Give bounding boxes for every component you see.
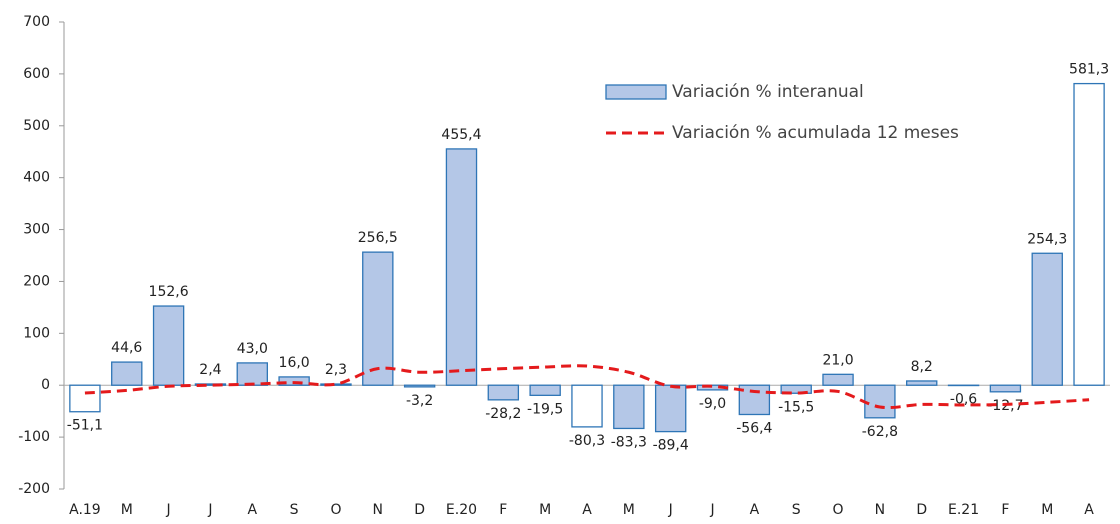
- data-label: -89,4: [653, 438, 689, 454]
- x-tick-label: M: [539, 502, 551, 518]
- bar: [154, 306, 184, 385]
- bar: [823, 374, 853, 385]
- y-tick-label: 600: [23, 66, 50, 82]
- y-tick-label: 400: [23, 170, 50, 186]
- y-tick-label: 500: [23, 118, 50, 134]
- data-label: 256,5: [358, 230, 398, 246]
- legend-label: Variación % acumulada 12 meses: [672, 123, 959, 143]
- x-tick-label: A: [247, 502, 257, 518]
- bar: [1074, 84, 1104, 386]
- x-tick-label: A: [750, 502, 760, 518]
- data-label: -15,5: [778, 399, 814, 415]
- x-tick-label: D: [414, 502, 425, 518]
- x-tick-label: O: [330, 502, 341, 518]
- bar: [865, 385, 895, 418]
- legend-swatch: [606, 85, 666, 99]
- y-tick-label: -200: [18, 481, 50, 497]
- x-tick-label: D: [916, 502, 927, 518]
- x-tick-label: M: [623, 502, 635, 518]
- y-tick-label: 100: [23, 325, 50, 341]
- x-tick-label: S: [290, 502, 299, 518]
- x-tick-label: E.20: [446, 502, 477, 518]
- bar: [363, 252, 393, 385]
- y-tick-label: 200: [23, 273, 50, 289]
- x-tick-label: S: [792, 502, 801, 518]
- x-tick-label: J: [668, 502, 673, 518]
- x-tick-label: J: [207, 502, 212, 518]
- x-tick-label: A: [582, 502, 592, 518]
- bar: [446, 149, 476, 385]
- data-label: 16,0: [279, 355, 310, 371]
- bar: [1032, 253, 1062, 385]
- x-tick-label: F: [1001, 502, 1009, 518]
- x-tick-label: N: [875, 502, 885, 518]
- x-tick-label: A.19: [69, 502, 101, 518]
- data-label: -19,5: [527, 401, 563, 417]
- data-label: 2,3: [325, 362, 347, 378]
- bar: [237, 363, 267, 385]
- data-label: -62,8: [862, 424, 898, 440]
- bar: [70, 385, 100, 412]
- data-label: -83,3: [611, 434, 647, 450]
- data-label: 21,0: [822, 352, 853, 368]
- data-label: 44,6: [111, 340, 142, 356]
- data-label: 2,4: [199, 362, 221, 378]
- data-label: 8,2: [911, 359, 933, 375]
- y-tick-label: 700: [23, 14, 50, 30]
- data-label: 455,4: [441, 127, 481, 143]
- x-tick-label: N: [373, 502, 383, 518]
- data-label: 254,3: [1027, 231, 1067, 247]
- x-tick-label: E.21: [948, 502, 979, 518]
- data-label: -51,1: [67, 418, 103, 434]
- y-tick-label: 0: [41, 377, 50, 393]
- x-tick-label: M: [1041, 502, 1053, 518]
- bar: [614, 385, 644, 428]
- x-tick-label: F: [499, 502, 507, 518]
- data-label: -9,0: [699, 396, 726, 412]
- data-label: -3,2: [406, 393, 433, 409]
- data-label: 43,0: [237, 341, 268, 357]
- bar: [990, 385, 1020, 392]
- x-tick-label: O: [833, 502, 844, 518]
- bar: [112, 362, 142, 385]
- x-tick-label: J: [709, 502, 714, 518]
- legend-label: Variación % interanual: [672, 82, 864, 102]
- data-label: -80,3: [569, 433, 605, 449]
- bar: [656, 385, 686, 431]
- bar: [572, 385, 602, 427]
- x-tick-label: M: [121, 502, 133, 518]
- data-label: -56,4: [736, 420, 772, 436]
- bar: [405, 385, 435, 387]
- data-label: -28,2: [485, 406, 521, 422]
- x-tick-label: J: [166, 502, 171, 518]
- x-tick-label: A: [1084, 502, 1094, 518]
- bar: [488, 385, 518, 400]
- bar: [907, 381, 937, 385]
- bar: [530, 385, 560, 395]
- data-label: 152,6: [149, 284, 189, 300]
- data-label: 581,3: [1069, 62, 1109, 78]
- y-tick-label: 300: [23, 222, 50, 238]
- y-tick-label: -100: [18, 429, 50, 445]
